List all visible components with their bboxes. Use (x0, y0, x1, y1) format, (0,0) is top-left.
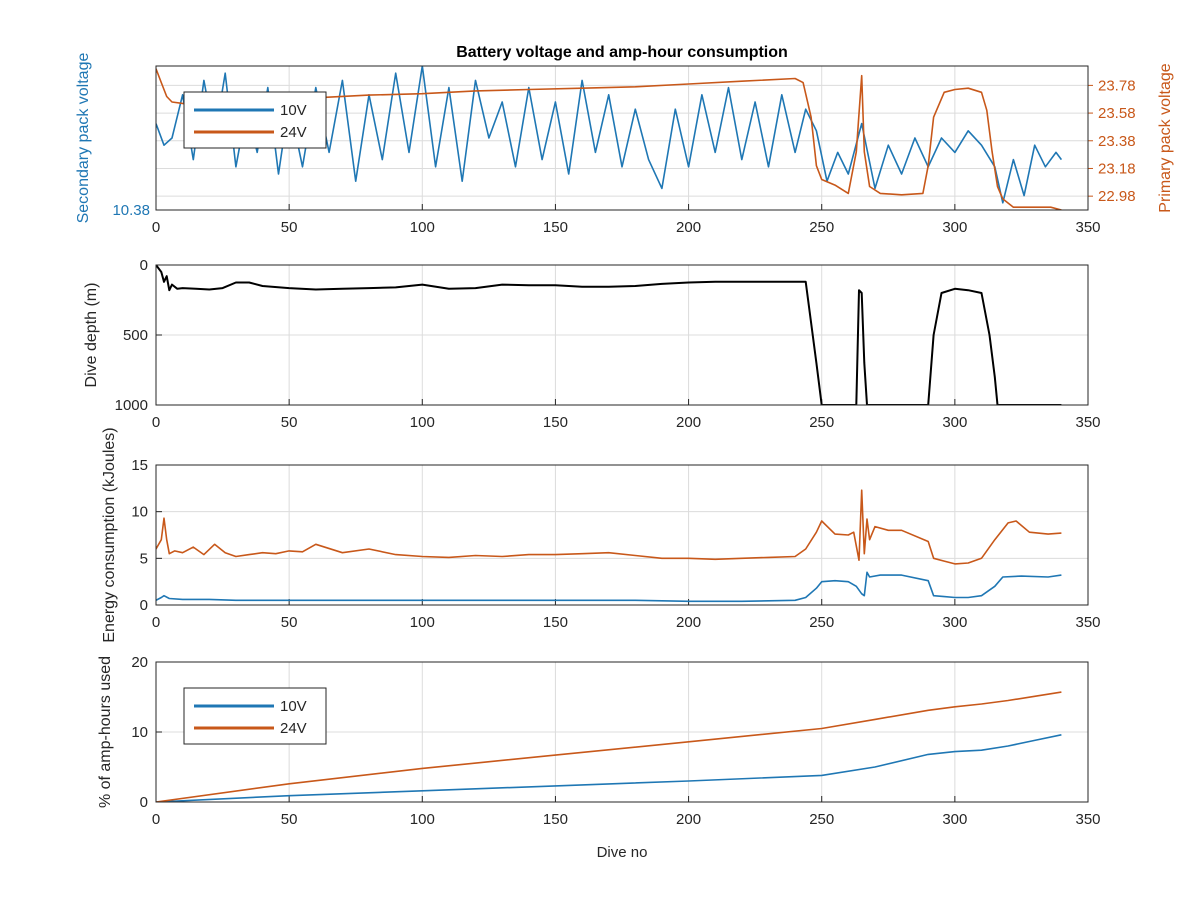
y-tick-label: 0 (140, 597, 148, 614)
y-tick-label: 5 (140, 550, 148, 567)
x-tick-label: 150 (543, 414, 568, 431)
x-tick-label: 0 (152, 219, 160, 236)
10v-series-line-3 (156, 571, 1062, 603)
x-tick-label: 0 (152, 414, 160, 431)
x-tick-label: 50 (281, 219, 298, 236)
x-tick-label: 200 (676, 219, 701, 236)
x-tick-label: 200 (676, 614, 701, 631)
y-tick-label: 500 (123, 327, 148, 344)
10v-series-line-1 (156, 66, 1063, 204)
10v-series-line-4 (156, 734, 1062, 802)
legend-label-10v: 10V (280, 102, 307, 119)
x-tick-label: 100 (410, 614, 435, 631)
x-tick-label: 150 (543, 811, 568, 828)
x-tick-label: 50 (281, 414, 298, 431)
x-tick-label: 350 (1075, 219, 1100, 236)
y-tick-label: 20 (131, 654, 148, 671)
axes-frame-1 (155, 65, 1089, 211)
right-y-axis-label: Primary pack voltage (1157, 63, 1174, 212)
y-tick-label: 10 (131, 504, 148, 521)
figure-title: Battery voltage and amp-hour consumption (456, 44, 788, 61)
legend-label-24v: 24V (280, 124, 307, 141)
24v-series-line-3 (156, 489, 1062, 565)
y-tick-label: 10 (131, 724, 148, 741)
x-tick-label: 300 (942, 811, 967, 828)
x-tick-label: 300 (942, 414, 967, 431)
legend-label-10v: 10V (280, 698, 307, 715)
legend-box (183, 687, 327, 745)
x-tick-label: 100 (410, 811, 435, 828)
x-tick-label: 200 (676, 414, 701, 431)
x-tick-label: 0 (152, 614, 160, 631)
x-tick-label: 200 (676, 811, 701, 828)
y-tick-label: 0 (140, 257, 148, 274)
x-tick-label: 300 (942, 614, 967, 631)
x-tick-label: 150 (543, 219, 568, 236)
y-axis-label-4: % of amp-hours used (97, 656, 114, 808)
legend-box (183, 91, 327, 149)
x-tick-label: 100 (410, 414, 435, 431)
right-y-tick-label: 23.78 (1098, 77, 1136, 94)
right-y-tick-label: 23.18 (1098, 160, 1136, 177)
y-tick-label: 0 (140, 794, 148, 811)
x-tick-label: 250 (809, 614, 834, 631)
axes-frame-4 (155, 661, 1089, 803)
x-tick-label: 50 (281, 614, 298, 631)
x-tick-label: 0 (152, 811, 160, 828)
x-tick-label: 250 (809, 414, 834, 431)
right-y-tick-label: 23.58 (1098, 105, 1136, 122)
depth-series-line-2 (156, 265, 1062, 405)
y-axis-label-2: Dive depth (m) (83, 283, 100, 388)
y-tick-label: 15 (131, 457, 148, 474)
left-y-tick-label: 10.38 (112, 202, 150, 219)
right-y-tick-label: 22.98 (1098, 188, 1136, 205)
y-tick-label: 1000 (115, 397, 148, 414)
x-tick-label: 350 (1075, 811, 1100, 828)
axes-frame-3 (155, 464, 1089, 606)
axes-frame-2 (155, 264, 1089, 406)
x-tick-label: 100 (410, 219, 435, 236)
x-axis-label: Dive no (597, 844, 648, 861)
x-tick-label: 250 (809, 811, 834, 828)
x-tick-label: 350 (1075, 614, 1100, 631)
x-tick-label: 150 (543, 614, 568, 631)
x-tick-label: 300 (942, 219, 967, 236)
y-axis-label-1: Secondary pack voltage (75, 53, 92, 224)
x-tick-label: 250 (809, 219, 834, 236)
24v-series-line-4 (156, 691, 1062, 802)
x-tick-label: 50 (281, 811, 298, 828)
x-tick-label: 350 (1075, 414, 1100, 431)
legend-label-24v: 24V (280, 720, 307, 737)
plot-background-3 (156, 465, 1088, 605)
right-y-tick-label: 23.38 (1098, 133, 1136, 150)
y-axis-label-3: Energy consumption (kJoules) (101, 427, 118, 642)
